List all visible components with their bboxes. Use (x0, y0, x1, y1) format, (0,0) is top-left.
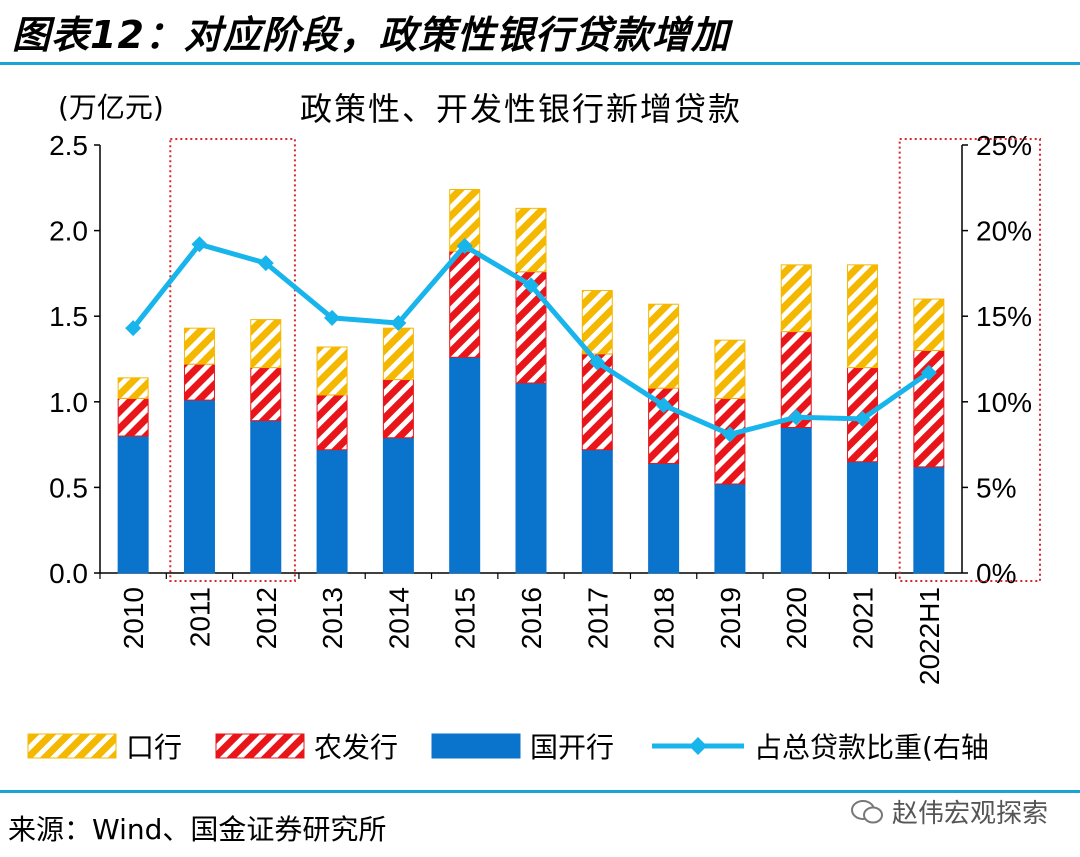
x-tick-label: 2021 (848, 587, 879, 649)
x-tick-label: 2022H1 (914, 587, 945, 685)
legend-guokaihang-swatch (431, 733, 521, 759)
x-tick-label: 2014 (383, 587, 414, 649)
figure-title: 图表12：对应阶段，政策性银行贷款增加 (12, 13, 730, 57)
bar-kouhang (382, 327, 414, 381)
legend-kouhang-swatch (27, 733, 117, 759)
bar-nongfahang (183, 363, 215, 401)
bar-nongfahang (449, 250, 481, 358)
bar-nongfahang (117, 397, 149, 437)
bar-guokaihang (913, 466, 945, 574)
bar-guokaihang (780, 426, 812, 574)
x-tick-label: 2015 (450, 587, 481, 649)
legend-nongfahang-swatch (215, 733, 305, 759)
left-tick-label: 2.0 (49, 216, 88, 247)
legend-line-marker (689, 737, 707, 755)
watermark-text: 赵伟宏观探索 (891, 799, 1048, 829)
bar-nongfahang (250, 367, 282, 422)
chart-title: 政策性、开发性银行新增贷款 (300, 90, 743, 128)
bar-kouhang (913, 298, 945, 351)
right-tick-label: 20% (976, 216, 1032, 247)
top-rule (0, 62, 1080, 65)
bar-guokaihang (382, 437, 414, 574)
bar-kouhang (648, 303, 680, 389)
line-point (456, 238, 473, 255)
bar-guokaihang (449, 356, 481, 574)
x-tick-label: 2016 (516, 587, 547, 649)
x-tick-label: 2010 (118, 587, 149, 649)
bar-guokaihang (250, 420, 282, 574)
bar-kouhang (581, 290, 613, 355)
left-tick-label: 1.0 (49, 387, 88, 418)
bar-guokaihang (847, 461, 879, 574)
wechat-icon (850, 799, 883, 823)
line-point (920, 364, 937, 381)
right-tick-label: 25% (976, 130, 1032, 161)
bar-kouhang (316, 346, 348, 396)
left-tick-label: 1.5 (49, 301, 88, 332)
bottom-rule (0, 790, 1080, 793)
line-point (125, 320, 142, 337)
bar-kouhang (117, 377, 149, 399)
bar-kouhang (515, 207, 547, 273)
right-tick-label: 5% (976, 472, 1016, 503)
legend-nongfahang-label: 农发行 (314, 731, 398, 764)
left-axis-unit: (万亿元) (58, 91, 164, 124)
bar-guokaihang (515, 382, 547, 574)
highlight-box (898, 138, 1042, 582)
bar-kouhang (250, 319, 282, 369)
line-point (655, 397, 672, 414)
bar-kouhang (183, 327, 215, 365)
line-point (721, 426, 738, 443)
bar-guokaihang (117, 435, 149, 574)
legend-guokaihang-label: 国开行 (530, 731, 614, 764)
x-tick-label: 2019 (715, 587, 746, 649)
line-point (523, 277, 539, 294)
x-tick-label: 2020 (781, 587, 812, 649)
legend-kouhang-label: 口行 (126, 731, 182, 764)
x-tick-label: 2018 (649, 587, 680, 649)
bar-guokaihang (183, 399, 215, 574)
line-point (191, 236, 208, 253)
left-tick-label: 0.5 (49, 472, 88, 503)
right-tick-label: 10% (976, 387, 1032, 418)
line-point (390, 315, 407, 332)
bar-kouhang (780, 264, 812, 333)
source-note: 来源：Wind、国金证券研究所 (8, 813, 387, 846)
bar-nongfahang (316, 394, 348, 451)
bar-guokaihang (581, 449, 613, 574)
line-point (788, 409, 805, 426)
left-tick-label: 0.0 (49, 558, 88, 589)
bar-guokaihang (714, 483, 746, 574)
line-point (257, 255, 274, 272)
line-point (324, 309, 341, 326)
bar-guokaihang (316, 449, 348, 574)
line-point (854, 410, 871, 427)
bar-nongfahang (382, 379, 414, 439)
stacked-bar-line-chart: 0.0 0.5 1.0 1.5 2.0 2.5 0% 5% 10% 15% 20% 25% 2010 20… (27, 130, 1042, 764)
left-tick-label: 2.5 (49, 130, 88, 161)
x-tick-label: 2012 (251, 587, 282, 649)
legend-line-label: 占总贷款比重(右轴 (754, 731, 989, 764)
right-tick-label: 15% (976, 301, 1032, 332)
x-tick-label: 2013 (317, 587, 348, 649)
x-tick-label: 2011 (184, 587, 215, 647)
right-tick-label: 0% (976, 558, 1016, 589)
bar-kouhang (714, 339, 746, 399)
x-tick-label: 2017 (582, 587, 613, 649)
bar-guokaihang (648, 462, 680, 574)
highlight-box (169, 138, 296, 582)
watermark: 赵伟宏观探索 (850, 793, 1048, 830)
bar-kouhang (847, 264, 879, 369)
line-point (589, 354, 606, 371)
